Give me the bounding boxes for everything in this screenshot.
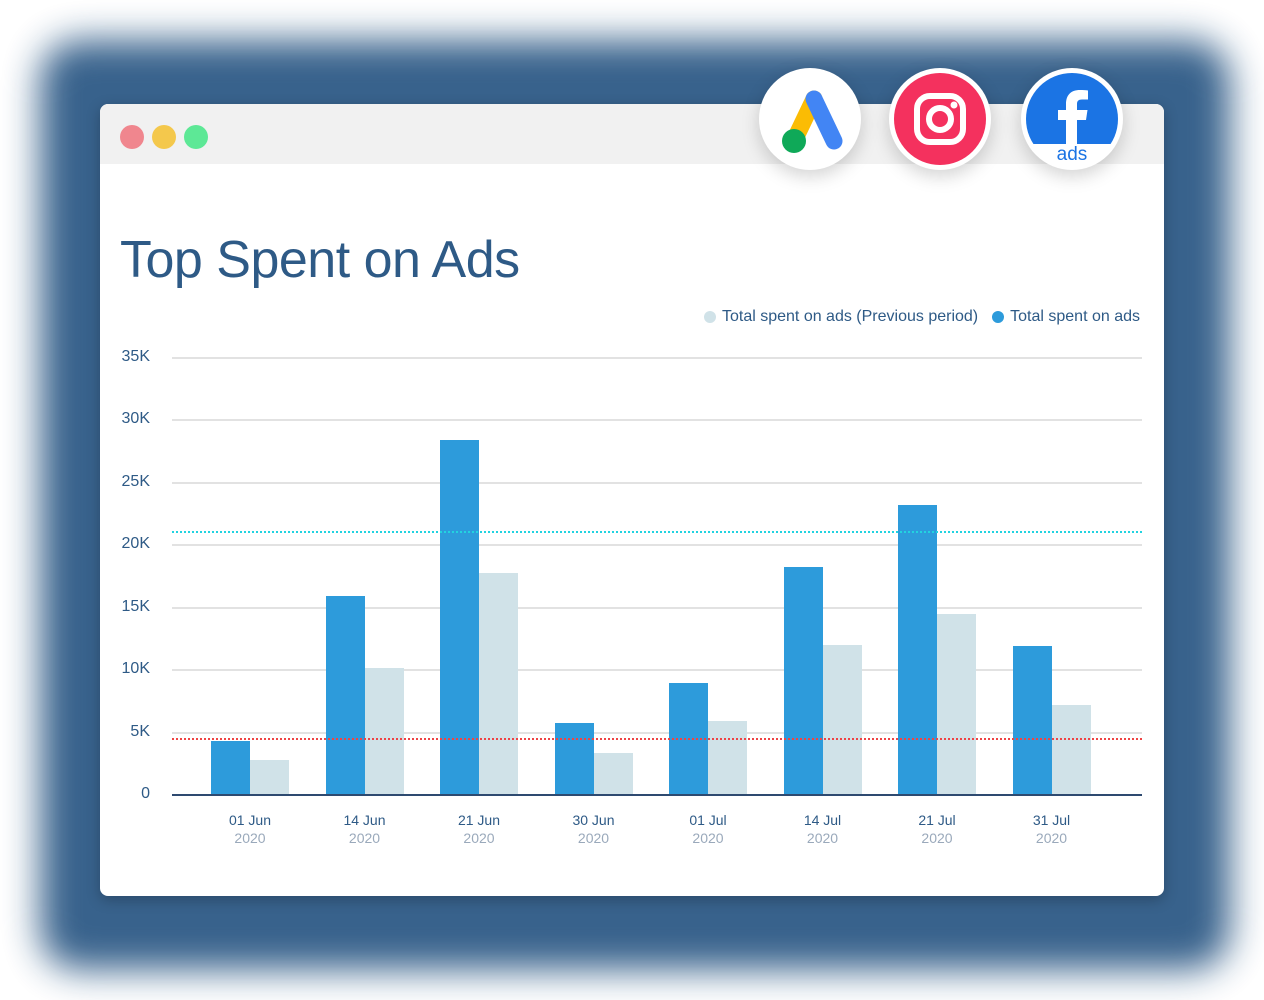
maximize-button[interactable] [184,125,208,149]
x-axis-label: 30 Jun 2020 [544,812,644,846]
bar-previous[interactable] [479,572,518,795]
bar-current[interactable] [554,722,594,795]
instagram-icon [894,73,986,165]
bar-current[interactable] [898,505,937,795]
y-axis-label: 10K [121,660,150,678]
gridline [172,357,1142,359]
bar-current[interactable] [211,741,250,795]
x-axis-year: 2020 [463,830,495,846]
legend-item-previous[interactable]: Total spent on ads (Previous period) [703,308,979,326]
bar-previous[interactable] [593,752,633,795]
bar-previous[interactable] [937,613,976,795]
bar-current[interactable] [440,440,479,795]
x-axis-year: 2020 [234,830,266,846]
gridline [172,419,1142,422]
y-axis-label: 15K [121,597,150,615]
x-axis-label: 21 Jun 2020 [429,812,529,846]
browser-window: Top Spent on Ads Total spent on ads (Pre… [100,104,1164,896]
x-axis-label: 21 Jul 2020 [887,812,987,846]
x-axis-date: 31 Jul [1032,812,1071,828]
google-ads-logo[interactable] [759,68,861,170]
y-axis-label: 5K [130,722,150,740]
y-axis-label: 35K [121,348,150,365]
x-axis-baseline [172,794,1142,796]
google-ads-icon [782,90,843,153]
x-axis-year: 2020 [348,830,381,846]
legend-dot-current-icon [992,311,1005,323]
y-axis-label: 30K [121,410,150,428]
x-axis-date: 01 Jul [689,812,727,828]
x-axis-label: 14 Jul 2020 [773,812,873,846]
chart-legend: Total spent on ads (Previous period) Tot… [690,308,1140,326]
x-axis-label: 01 Jun 2020 [200,812,300,846]
bar-previous[interactable] [364,667,404,795]
bar-current[interactable] [1012,646,1052,795]
x-axis-label: 31 Jul 2020 [1002,812,1102,846]
bar-current[interactable] [325,596,365,795]
x-axis-date: 21 Jul [918,812,956,828]
facebook-ads-logo[interactable]: ads [1021,68,1123,170]
gridline [172,669,1142,672]
chart-title: Top Spent on Ads [120,231,520,289]
bar-previous[interactable] [822,645,862,795]
x-axis-date: 21 Jun [457,812,501,828]
x-axis-date: 14 Jul [803,812,842,828]
x-axis-date: 01 Jun [228,812,272,828]
x-axis-year: 2020 [1035,830,1068,846]
bar-previous[interactable] [1051,705,1091,795]
x-axis-year: 2020 [577,830,610,846]
x-axis-date: 30 Jun [572,812,615,828]
y-axis-label: 0 [141,785,150,802]
bar-previous[interactable] [250,760,289,795]
current-average-line [172,530,1142,533]
close-button[interactable] [120,125,144,149]
x-axis-label: 14 Jun 2020 [315,812,415,846]
bar-current[interactable] [783,566,823,795]
gridline [172,731,1142,734]
minimize-button[interactable] [152,125,176,149]
x-axis-year: 2020 [692,830,724,846]
legend-item-current[interactable]: Total spent on ads [992,308,1140,326]
x-axis-year: 2020 [921,830,953,846]
x-axis-date: 14 Jun [343,812,386,828]
svg-text:ads: ads [1057,144,1088,165]
bar-previous[interactable] [708,721,747,795]
previous-average-line [172,737,1142,740]
x-axis-label: 01 Jul 2020 [658,812,758,846]
y-axis-label: 25K [121,472,150,490]
gridline [172,544,1142,547]
gridline [172,481,1142,484]
gridline [172,606,1142,609]
window-titlebar [100,104,1164,164]
legend-label-current: Total spent on ads [1010,308,1140,325]
instagram-logo[interactable] [889,68,991,170]
facebook-ads-icon: ads [1026,73,1118,165]
legend-label-previous: Total spent on ads (Previous period) [721,308,979,325]
y-axis-label: 20K [121,535,150,553]
x-axis-year: 2020 [806,830,839,846]
legend-dot-previous-icon [703,311,716,323]
